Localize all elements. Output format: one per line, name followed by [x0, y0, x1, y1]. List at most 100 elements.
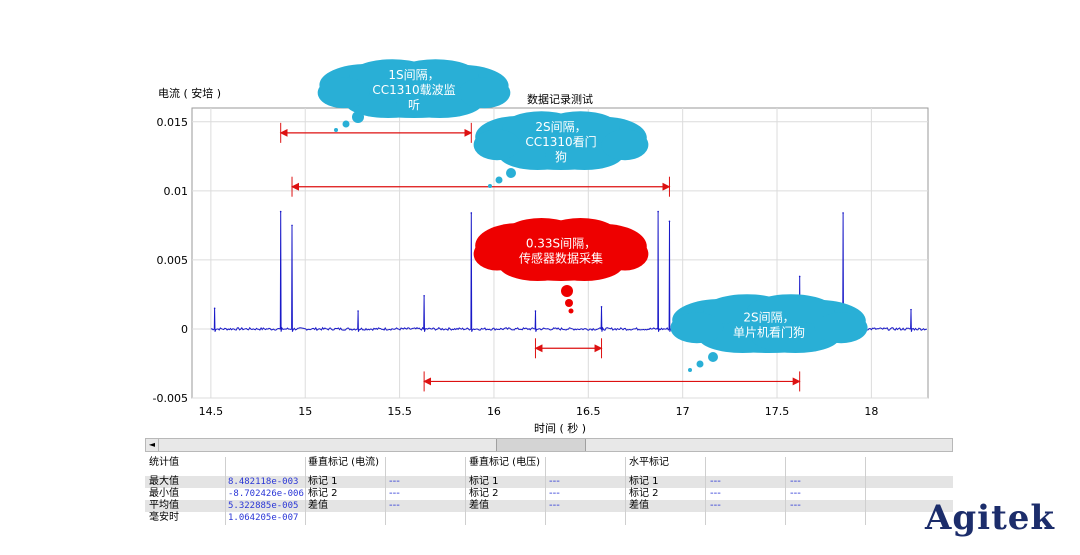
column-divider [625, 457, 626, 525]
scroll-left-button[interactable]: ◄ [146, 439, 159, 451]
callout-bubble: 0.33S间隔，传感器数据采集 [473, 218, 649, 314]
marker-label: 差值 [308, 500, 328, 511]
y-tick-label: 0.01 [164, 185, 189, 198]
bubble-tail-dot [352, 111, 364, 123]
marker-value: --- [549, 476, 560, 487]
x-tick-label: 16 [487, 405, 501, 418]
marker-label: 标记 1 [469, 476, 499, 487]
callout-bubble: 2S间隔，单片机看门狗 [670, 294, 868, 372]
bubble-blob [392, 59, 479, 93]
bubble-blob [601, 237, 649, 271]
column-divider [305, 457, 306, 525]
column-divider [865, 457, 866, 525]
stats-header-row: 统计值 垂直标记 (电流) 垂直标记 (电压) 水平标记 [145, 457, 953, 469]
spike-peak [910, 308, 912, 311]
spike-peak [470, 212, 473, 214]
column-divider [225, 457, 226, 525]
spike-peak [600, 306, 603, 308]
x-tick-label: 18 [864, 405, 878, 418]
marker-value: --- [790, 500, 801, 511]
y-tick-label: 0.015 [157, 116, 189, 129]
bubble-blob [317, 77, 370, 109]
marker-label: 标记 2 [629, 488, 659, 499]
stats-label: 最小值 [149, 488, 179, 499]
column-divider [465, 457, 466, 525]
bubble-tail-dot [342, 120, 350, 128]
x-tick-label: 15 [298, 405, 312, 418]
bubble-tail-dot [708, 352, 718, 362]
callout-bubbles: 1S间隔，CC1310载波监听2S间隔，CC1310看门狗0.33S间隔，传感器… [317, 59, 868, 372]
spike-peak [213, 307, 216, 310]
stats-value: 8.482118e-003 [228, 477, 299, 487]
y-tick-label: 0 [181, 323, 188, 336]
bubble-tail-dot [495, 176, 503, 184]
x-tick-label: 16.5 [576, 405, 601, 418]
marker-label: 标记 2 [308, 488, 338, 499]
chart-title: 数据记录测试 [527, 92, 593, 106]
marker-value: --- [549, 500, 560, 511]
marker-value: --- [710, 500, 721, 511]
bubble-blob [670, 312, 724, 344]
bubble-blob [814, 312, 868, 344]
stats-header-voltage-markers: 垂直标记 (电压) [469, 457, 540, 468]
callout-text: 2S间隔， [535, 120, 586, 134]
marker-value: --- [790, 476, 801, 487]
stats-row-mah: 毫安时 1.064205e-007 [145, 512, 953, 524]
callout-text: 0.33S间隔， [526, 237, 596, 251]
stats-label: 平均值 [149, 500, 179, 511]
marker-value: --- [790, 488, 801, 499]
spike-peak [657, 210, 659, 213]
stats-label: 毫安时 [149, 512, 179, 523]
marker-label: 标记 2 [469, 488, 499, 499]
callout-text: 1S间隔， [388, 68, 439, 82]
stats-label: 最大值 [149, 476, 179, 487]
scroll-thumb[interactable] [496, 439, 586, 451]
callout-text: 传感器数据采集 [519, 251, 603, 266]
marker-label: 差值 [469, 500, 489, 511]
bubble-tail-dot [561, 285, 573, 297]
spike-peak [279, 210, 282, 213]
spike-peak [842, 212, 844, 214]
x-tick-label: 17.5 [765, 405, 790, 418]
marker-value: --- [549, 488, 560, 499]
bubble-tail-dot [688, 368, 692, 372]
spike-peak [291, 224, 293, 227]
marker-value: --- [389, 488, 400, 499]
stats-row-avg: 平均值 5.322885e-005 差值 --- 差值 --- 差值 --- -… [145, 500, 953, 512]
marker-value: --- [389, 476, 400, 487]
bubble-blob [601, 129, 649, 161]
column-divider [545, 457, 546, 525]
marker-value: --- [389, 500, 400, 511]
x-tick-label: 15.5 [387, 405, 412, 418]
stats-row-min: 最小值 -8.702426e-006 标记 2 --- 标记 2 --- 标记 … [145, 488, 953, 500]
column-divider [785, 457, 786, 525]
spike-peak [357, 310, 359, 312]
stats-header-horizontal-markers: 水平标记 [629, 457, 669, 468]
marker-value: --- [710, 488, 721, 499]
x-axis-label: 时间 ( 秒 ) [534, 421, 586, 435]
x-tick-label: 17 [676, 405, 690, 418]
marker-label: 标记 1 [629, 476, 659, 487]
agitek-logo: Agitek [925, 498, 1055, 538]
bubble-tail-dot [568, 308, 574, 314]
column-divider [705, 457, 706, 525]
bubble-tail-dot [334, 128, 338, 132]
stats-row-max: 最大值 8.482118e-003 标记 1 --- 标记 1 --- 标记 1… [145, 476, 953, 488]
stats-value: -8.702426e-006 [228, 489, 304, 499]
tick-labels: 14.5 15 15.5 16 16.5 17 17.5 18 0.015 0.01 0.005 0 -… [153, 116, 879, 418]
spike-peak [534, 310, 537, 312]
callout-text: 听 [408, 98, 420, 112]
spike-peak [423, 295, 425, 297]
bubble-tail-dot [488, 184, 492, 188]
stats-value: 5.322885e-005 [228, 501, 299, 511]
marker-label: 标记 1 [308, 476, 338, 487]
spike-peak [798, 275, 801, 278]
bubble-blob [541, 111, 620, 145]
stats-value: 1.064205e-007 [228, 513, 299, 523]
marker-value: --- [710, 476, 721, 487]
horizontal-scrollbar[interactable]: ◄ [145, 438, 953, 452]
y-tick-label: -0.005 [153, 392, 188, 405]
callout-text: CC1310载波监 [372, 83, 455, 97]
